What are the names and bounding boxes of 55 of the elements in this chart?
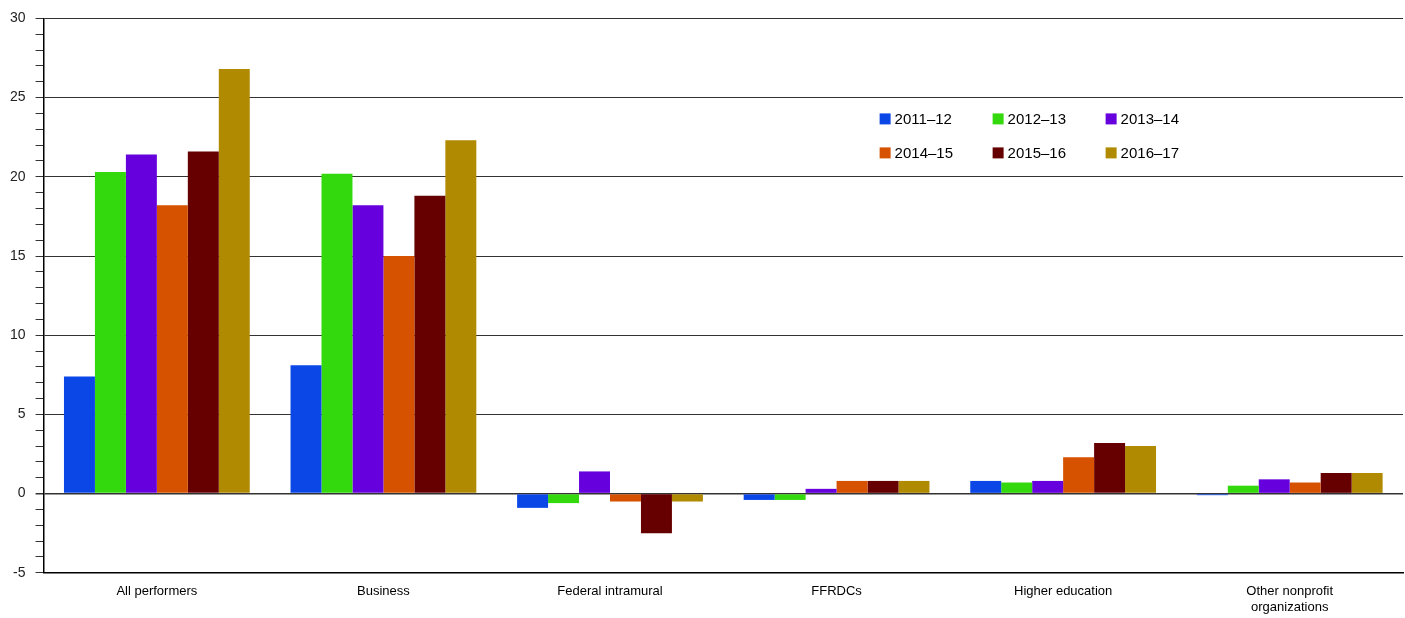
y-tick-label: 15 bbox=[9, 246, 26, 263]
bar bbox=[1032, 480, 1064, 493]
bar bbox=[1258, 479, 1290, 493]
bar bbox=[218, 69, 250, 493]
bar bbox=[1289, 482, 1321, 493]
y-tick-label: 0 bbox=[17, 484, 26, 501]
bar bbox=[517, 494, 549, 508]
x-tick-label: Higher education bbox=[1013, 583, 1113, 599]
y-tick-label: 25 bbox=[9, 88, 26, 105]
bar bbox=[1227, 485, 1259, 493]
bar bbox=[743, 494, 775, 500]
y-tick-label: -5 bbox=[13, 563, 26, 580]
y-tick-label: 5 bbox=[17, 405, 26, 422]
bar bbox=[867, 480, 899, 493]
bar bbox=[774, 494, 806, 500]
bar bbox=[1320, 473, 1352, 493]
legend-label: 2011–12 bbox=[894, 109, 952, 127]
bar bbox=[125, 154, 157, 493]
legend-label: 2016–17 bbox=[1120, 143, 1180, 161]
legend-label: 2013–14 bbox=[1120, 109, 1180, 127]
bar bbox=[671, 494, 703, 502]
bar bbox=[1094, 442, 1126, 493]
bar bbox=[548, 494, 580, 504]
bar bbox=[805, 488, 837, 493]
bar bbox=[352, 205, 384, 493]
bar bbox=[383, 256, 415, 493]
x-tick-label: Federal intramural bbox=[557, 583, 663, 599]
bar bbox=[1351, 473, 1383, 493]
legend-label: 2012–13 bbox=[1007, 109, 1067, 127]
bar bbox=[290, 365, 322, 493]
bar bbox=[1063, 457, 1095, 493]
bar bbox=[445, 140, 477, 493]
bar bbox=[610, 494, 641, 502]
y-tick-label: 30 bbox=[9, 9, 26, 26]
bar bbox=[640, 494, 672, 534]
bar bbox=[579, 471, 610, 493]
bar bbox=[94, 172, 126, 493]
bar bbox=[970, 480, 1002, 493]
bar bbox=[1125, 446, 1157, 493]
bar bbox=[1001, 482, 1033, 493]
bar bbox=[187, 151, 219, 493]
y-tick-label: 20 bbox=[9, 167, 26, 184]
bar bbox=[414, 195, 446, 493]
legend-label: 2014–15 bbox=[894, 143, 954, 161]
x-tick-label: All performers bbox=[116, 583, 198, 599]
x-tick-label: Business bbox=[357, 583, 411, 599]
bar bbox=[63, 376, 95, 493]
bar bbox=[321, 173, 353, 493]
x-tick-label: FFRDCs bbox=[811, 583, 863, 599]
bar bbox=[156, 205, 188, 493]
bar bbox=[836, 480, 868, 493]
x-tick-label: Other nonprofit organizations bbox=[1246, 583, 1334, 614]
bar bbox=[898, 480, 930, 493]
y-tick-label: 10 bbox=[9, 326, 26, 343]
legend-label: 2015–16 bbox=[1007, 143, 1067, 161]
